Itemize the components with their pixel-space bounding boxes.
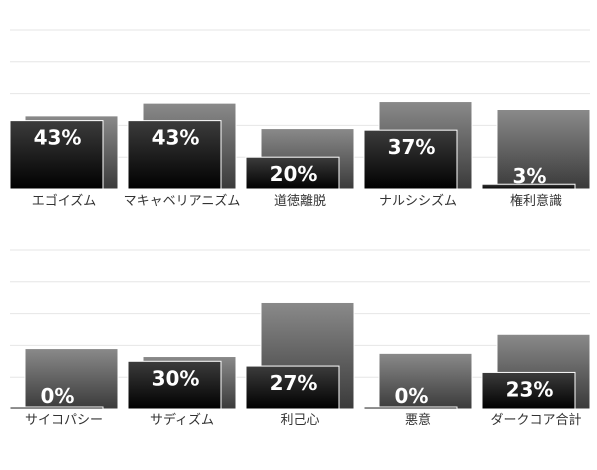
value-label: 37% [388,135,436,159]
value-label: 0% [395,384,429,408]
value-bar [127,360,222,410]
value-label: 0% [41,384,75,408]
value-label: 3% [513,164,547,188]
value-label: 43% [152,126,200,150]
chart-panel-bottom: 0% サイコパシー 30% サディズム 27% 利己心 0% 悪意 23% ダークコア合計 [9,249,591,428]
category-label: サイコパシー [25,413,103,428]
category-label: ナルシシズム [379,193,457,209]
value-bar [245,156,340,190]
value-bar [481,183,576,190]
value-bar [363,406,458,410]
chart-panel-top: 43% エゴイズム 43% マキャベリアニズム 20% 道徳離脱 37% ナルシシズム 3% 権利… [9,29,591,209]
category-label: エゴイズム [32,193,97,209]
value-bar [245,365,340,410]
value-bar [9,406,104,410]
category-label: マキャベリアニズム [124,193,241,209]
category-label: 道徳離脱 [274,194,326,209]
reference-bar [378,352,473,410]
value-label: 43% [34,126,82,150]
reference-bar [24,348,119,410]
category-label: 利己心 [280,413,319,428]
category-label: 悪意 [405,412,431,428]
value-bar [127,120,222,190]
value-label: 23% [506,377,554,401]
value-label: 30% [152,366,200,390]
category-label: 権利意識 [510,193,562,209]
category-label: サディズム [150,412,214,428]
value-bar [363,129,458,190]
reference-bar [496,109,591,190]
value-bar [481,371,576,410]
value-bar [9,120,104,190]
value-label: 20% [270,162,318,186]
value-label: 27% [270,371,318,395]
category-label: ダークコア合計 [490,412,581,428]
